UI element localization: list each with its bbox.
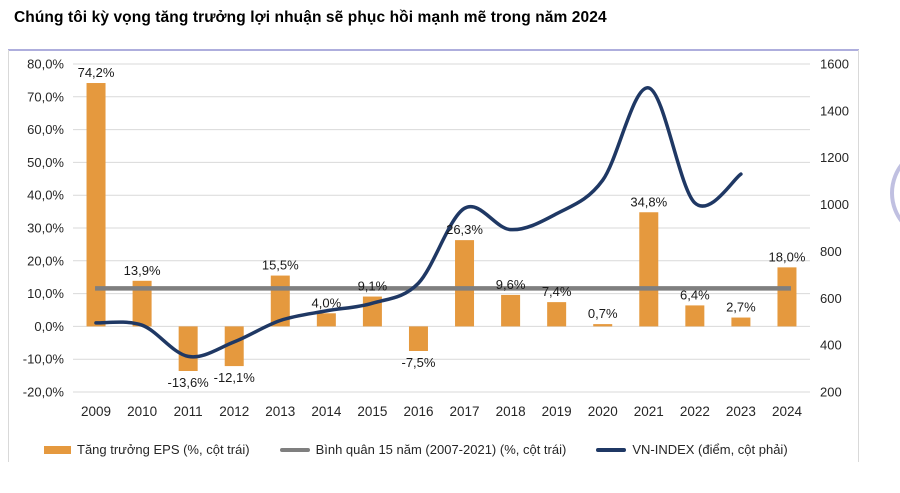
bar-label-2013: 15,5% — [262, 258, 299, 273]
bar-label-2011: -13,6% — [168, 375, 210, 390]
bar-2010 — [132, 280, 152, 327]
bar-label-2018: 9,6% — [496, 277, 526, 292]
right-axis-tick: 400 — [820, 338, 842, 353]
right-axis-tick: 1400 — [820, 103, 849, 118]
bar-label-2017: 26,3% — [446, 222, 483, 237]
bar-2022 — [685, 305, 705, 327]
x-axis-label: 2021 — [634, 404, 664, 419]
bar-label-2012: -12,1% — [214, 370, 256, 385]
x-axis-label: 2009 — [81, 404, 111, 419]
legend-swatch-line-icon — [596, 447, 627, 452]
bar-2009 — [86, 83, 106, 327]
legend-item-2: VN-INDEX (điểm, cột phải) — [596, 442, 788, 457]
legend-item-1: Bình quân 15 năm (2007-2021) (%, cột trá… — [279, 442, 567, 457]
bar-label-2020: 0,7% — [588, 306, 618, 321]
top-divider — [8, 49, 859, 51]
bar-2014 — [316, 313, 336, 327]
bar-2011 — [178, 326, 198, 372]
x-axis-label: 2013 — [265, 404, 295, 419]
bar-label-2015: 9,1% — [358, 279, 388, 294]
x-axis-label: 2020 — [588, 404, 618, 419]
bar-label-2016: -7,5% — [401, 355, 435, 370]
bar-label-2009: 74,2% — [78, 65, 115, 80]
chart-title: Chúng tôi kỳ vọng tăng trưởng lợi nhuận … — [14, 9, 607, 26]
chart-frame-right-border — [858, 50, 859, 462]
bar-label-2019: 7,4% — [542, 284, 572, 299]
bar-2021 — [639, 212, 659, 327]
x-axis-label: 2011 — [174, 404, 203, 419]
bar-2018 — [501, 294, 521, 327]
left-axis-tick: 40,0% — [27, 188, 64, 203]
bar-2012 — [224, 326, 244, 367]
x-axis-label: 2016 — [403, 404, 433, 419]
bar-label-2010: 13,9% — [124, 263, 161, 278]
bar-label-2021: 34,8% — [630, 194, 667, 209]
bar-label-2024: 18,0% — [769, 249, 806, 264]
left-axis-tick: 0,0% — [34, 319, 64, 334]
left-axis-tick: 30,0% — [27, 221, 64, 236]
chart-frame-left-border — [8, 50, 9, 462]
left-axis-tick: 20,0% — [27, 253, 64, 268]
left-axis-tick: 80,0% — [27, 57, 64, 72]
decorative-circle-arc — [890, 163, 900, 223]
left-axis-tick: 50,0% — [27, 155, 64, 170]
left-axis-tick: 60,0% — [27, 122, 64, 137]
legend-swatch-bar-icon — [44, 445, 71, 454]
x-axis-label: 2015 — [357, 404, 387, 419]
left-axis-tick: -20,0% — [23, 385, 65, 400]
legend-label: Tăng trưởng EPS (%, cột trái) — [77, 442, 250, 457]
right-axis-tick: 1200 — [820, 150, 849, 165]
x-axis-label: 2014 — [311, 404, 342, 419]
bar-2024 — [777, 267, 797, 327]
x-axis-label: 2017 — [450, 404, 480, 419]
legend-label: Bình quân 15 năm (2007-2021) (%, cột trá… — [315, 442, 567, 457]
bar-label-2014: 4,0% — [312, 295, 342, 310]
right-axis-tick: 800 — [820, 244, 842, 259]
left-axis-tick: 10,0% — [27, 286, 64, 301]
legend-label: VN-INDEX (điểm, cột phải) — [632, 442, 788, 457]
x-axis-label: 2019 — [542, 404, 572, 419]
x-axis-label: 2024 — [772, 404, 803, 419]
bar-2016 — [408, 326, 428, 351]
x-axis-label: 2023 — [726, 404, 756, 419]
right-axis-tick: 200 — [820, 385, 842, 400]
bar-label-2022: 6,4% — [680, 287, 710, 302]
x-axis-label: 2012 — [219, 404, 249, 419]
x-axis-label: 2010 — [127, 404, 157, 419]
bar-2017 — [455, 240, 475, 327]
vnindex-line — [94, 86, 743, 359]
legend-swatch-line-icon — [279, 447, 310, 452]
left-axis-tick: 70,0% — [27, 89, 64, 104]
x-axis-label: 2018 — [496, 404, 526, 419]
right-axis-tick: 1600 — [820, 57, 849, 72]
bar-2020 — [593, 324, 613, 327]
left-axis-tick: -10,0% — [23, 352, 65, 367]
bar-2023 — [731, 317, 751, 327]
chart-legend: Tăng trưởng EPS (%, cột trái) Bình quân 1… — [44, 442, 788, 457]
bar-2019 — [547, 302, 567, 327]
right-axis-tick: 600 — [820, 291, 842, 306]
x-axis-label: 2022 — [680, 404, 710, 419]
right-axis-tick: 1000 — [820, 197, 849, 212]
bar-label-2023: 2,7% — [726, 300, 756, 315]
legend-item-0: Tăng trưởng EPS (%, cột trái) — [44, 442, 250, 457]
